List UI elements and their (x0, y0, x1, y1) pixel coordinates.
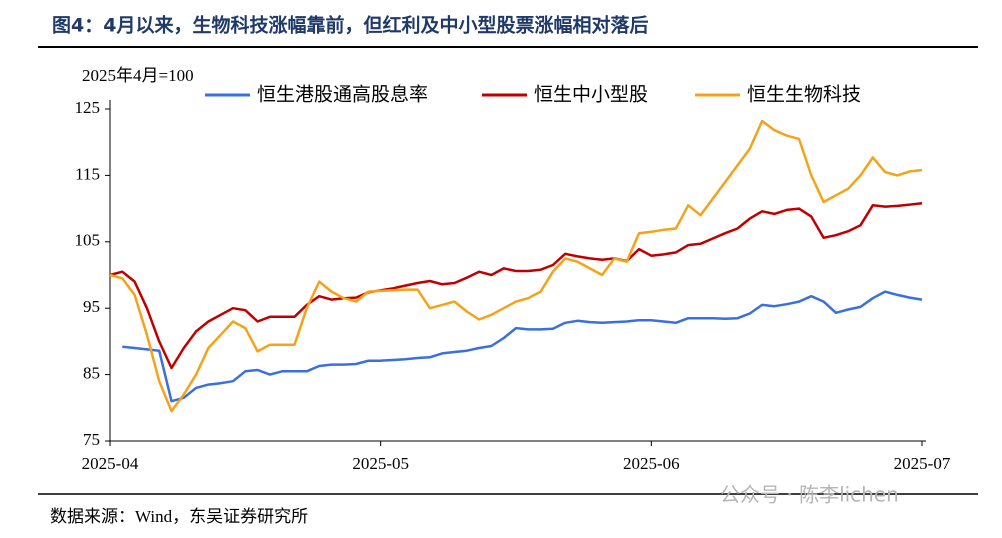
y-tick-label: 125 (75, 98, 101, 117)
series-line (109, 119, 923, 413)
watermark: 公众号 · 陈李lichen (720, 483, 899, 507)
x-tick-label: 2025-04 (82, 454, 139, 473)
legend-label: 恒生中小型股 (534, 84, 648, 106)
series-line (122, 290, 923, 403)
x-tick-label: 2025-06 (623, 454, 680, 473)
x-tick-label: 2025-07 (894, 454, 951, 473)
x-tick-label: 2025-05 (352, 454, 409, 473)
series-line (109, 202, 923, 370)
y-axis-label: 2025年4月=100 (82, 66, 194, 85)
chart-title: 图4：4月以来，生物科技涨幅靠前，但红利及中小型股票涨幅相对落后 (52, 14, 648, 37)
y-tick-label: 75 (83, 430, 100, 449)
y-tick-label: 115 (75, 164, 100, 183)
source: 数据来源：Wind，东吴证券研究所 (50, 507, 308, 526)
legend-label: 恒生港股通高股息率 (257, 84, 428, 106)
y-tick-label: 85 (83, 364, 100, 383)
legend-label: 恒生生物科技 (747, 84, 861, 106)
y-tick-label: 95 (83, 297, 100, 316)
y-tick-label: 105 (75, 231, 101, 250)
